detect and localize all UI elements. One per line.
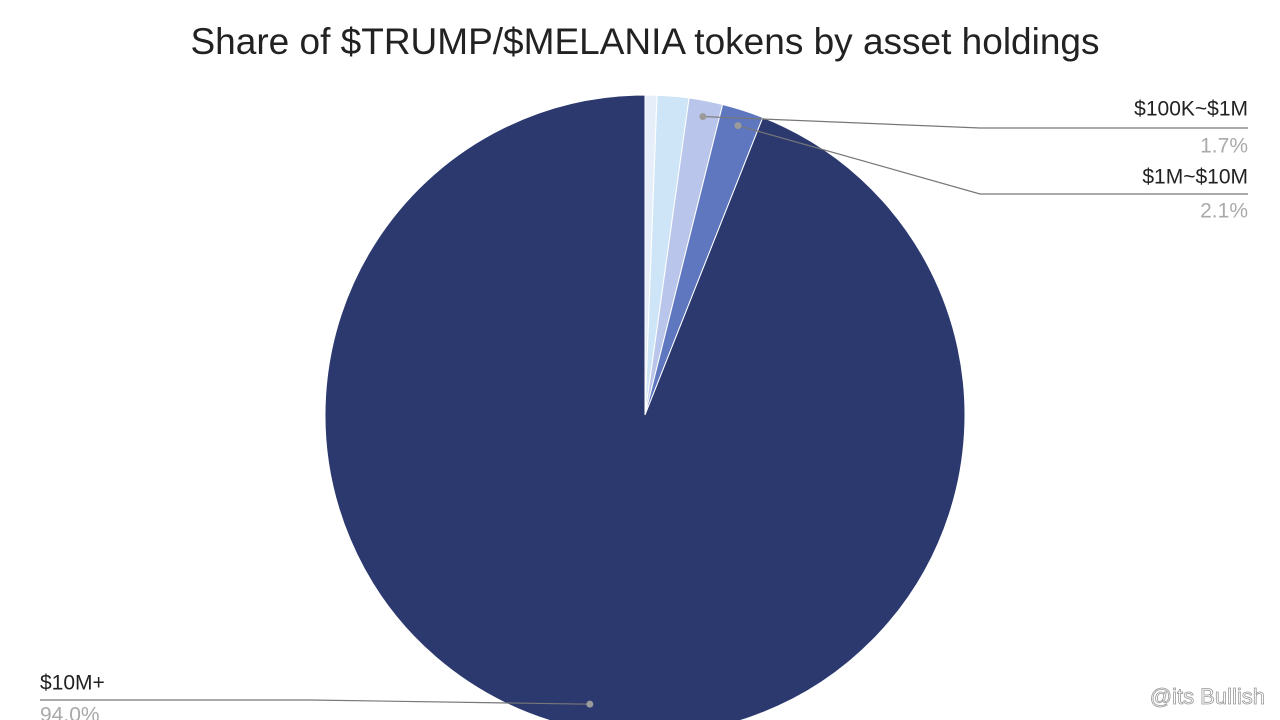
labels: $100K~$1M 1.7% $1M~$10M 2.1% $10M+ 94.0%	[40, 98, 1248, 720]
leader-line	[40, 699, 590, 705]
leader-dot	[586, 700, 594, 708]
chart-title: Share of $TRUMP/$MELANIA tokens by asset…	[191, 21, 1100, 62]
slice-value: 94.0%	[40, 704, 100, 720]
leader-line	[702, 115, 1248, 129]
leader-line	[737, 125, 1248, 195]
slice-label: $1M~$10M	[1142, 166, 1248, 189]
slice-value: 1.7%	[1200, 135, 1248, 158]
slice-label: $100K~$1M	[1134, 98, 1248, 121]
leader-dot	[734, 122, 742, 130]
slice	[324, 94, 966, 720]
watermark: @its Bullish	[1150, 684, 1265, 709]
slices	[324, 94, 966, 720]
leader-dot	[699, 113, 707, 121]
slice-value: 2.1%	[1200, 200, 1248, 223]
slice-label: $10M+	[40, 672, 105, 695]
